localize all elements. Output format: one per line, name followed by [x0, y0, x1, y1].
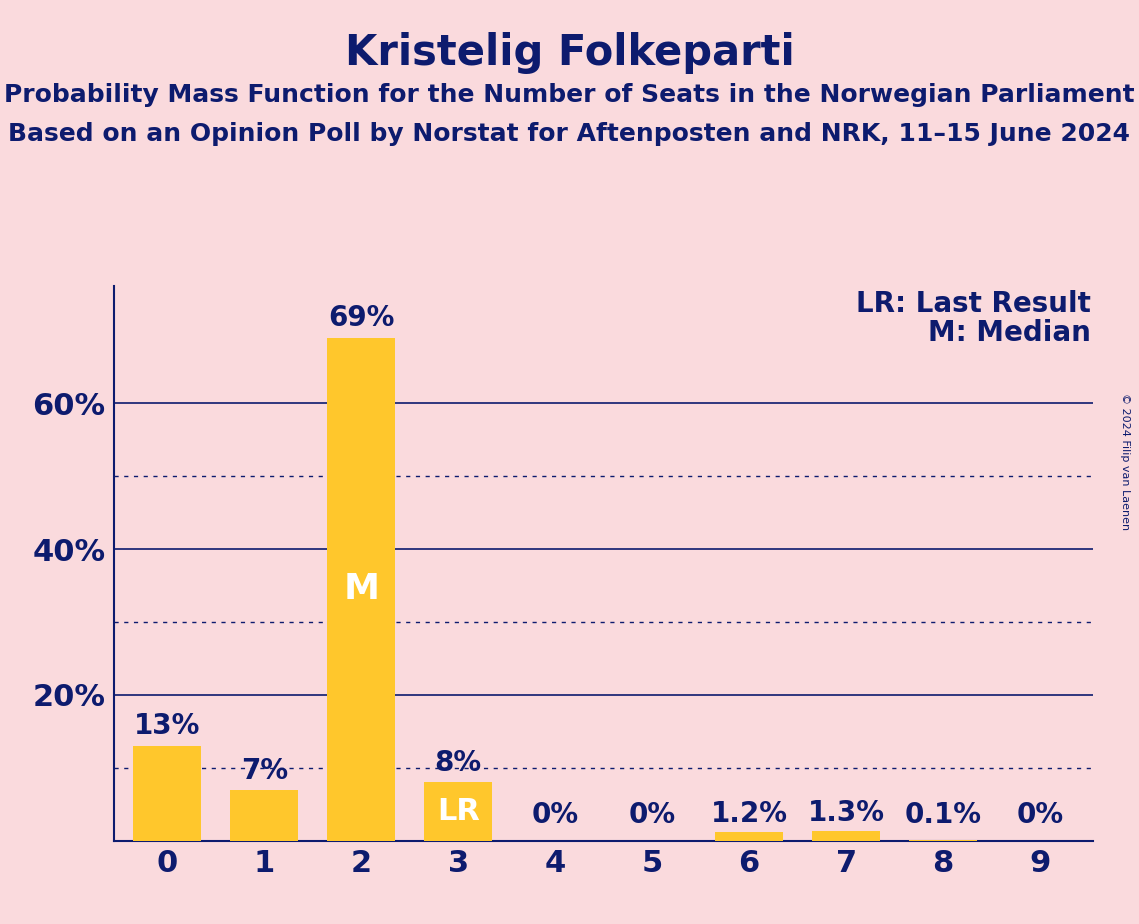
- Text: 13%: 13%: [134, 712, 200, 740]
- Bar: [230, 790, 298, 841]
- Text: M: Median: M: Median: [927, 320, 1090, 347]
- Text: 0%: 0%: [629, 801, 675, 829]
- Bar: [812, 832, 880, 841]
- Text: LR: Last Result: LR: Last Result: [855, 290, 1090, 318]
- Text: LR: LR: [436, 797, 480, 826]
- Text: 7%: 7%: [240, 758, 288, 785]
- Text: 0%: 0%: [1016, 801, 1064, 829]
- Bar: [424, 783, 492, 841]
- Text: 8%: 8%: [435, 748, 482, 777]
- Text: 0.1%: 0.1%: [904, 801, 982, 829]
- Bar: [327, 337, 395, 841]
- Text: 1.3%: 1.3%: [808, 799, 885, 827]
- Bar: [133, 746, 202, 841]
- Text: Kristelig Folkeparti: Kristelig Folkeparti: [345, 32, 794, 74]
- Text: Probability Mass Function for the Number of Seats in the Norwegian Parliament: Probability Mass Function for the Number…: [5, 83, 1134, 107]
- Text: © 2024 Filip van Laenen: © 2024 Filip van Laenen: [1121, 394, 1130, 530]
- Text: M: M: [343, 572, 379, 606]
- Text: 1.2%: 1.2%: [711, 799, 788, 828]
- Text: Based on an Opinion Poll by Norstat for Aftenposten and NRK, 11–15 June 2024: Based on an Opinion Poll by Norstat for …: [8, 122, 1131, 146]
- Bar: [715, 833, 784, 841]
- Text: 69%: 69%: [328, 304, 394, 332]
- Text: 0%: 0%: [532, 801, 579, 829]
